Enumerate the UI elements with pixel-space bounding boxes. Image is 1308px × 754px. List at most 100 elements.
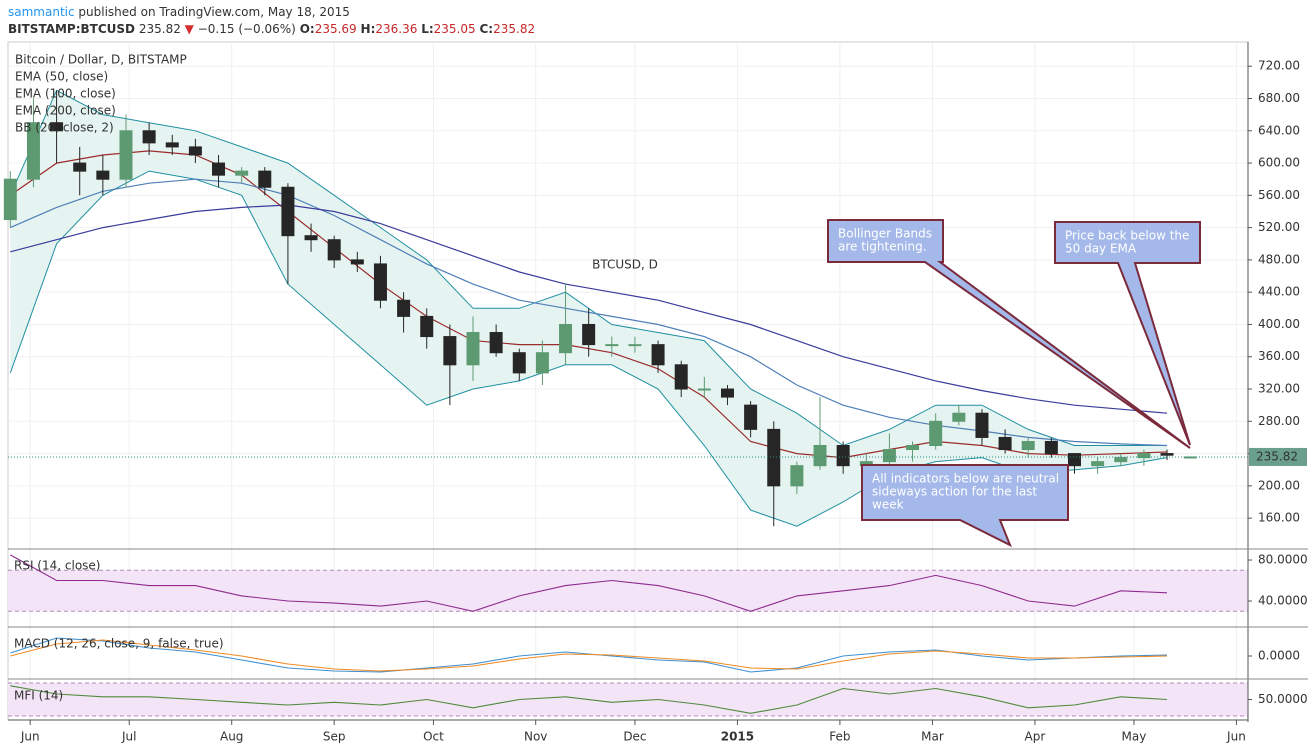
callout-text: sideways action for the last: [872, 485, 1037, 499]
candle-body: [628, 344, 642, 347]
last-price-tag: [1249, 447, 1307, 466]
indicator-title: MACD (12, 26, close, 9, false, true): [14, 637, 224, 651]
y-tick-label: 200.00: [1258, 478, 1300, 492]
indicator-line: [10, 554, 1168, 612]
header-line1: sammantic published on TradingView.com, …: [8, 5, 350, 19]
candle-body: [1044, 440, 1058, 455]
candle-body: [350, 259, 364, 265]
overlay-layer: sammantic published on TradingView.com, …: [8, 5, 1308, 744]
y-tick-label: 400.00: [1258, 317, 1300, 331]
x-tick-label: Jun: [1226, 730, 1246, 744]
indicator-band: [8, 683, 1248, 717]
candle-body: [1114, 457, 1128, 463]
symbol: BITSTAMP:BTCUSD: [8, 22, 135, 36]
indicator-band: [8, 570, 1248, 612]
main-layer: [3, 89, 1248, 714]
y-tick-label: 680.00: [1258, 91, 1300, 105]
callout-box: [861, 464, 1069, 548]
x-tick-label: 2015: [721, 730, 754, 744]
candle-body: [3, 178, 17, 221]
y-tick-label: 440.00: [1258, 285, 1300, 299]
author[interactable]: sammantic: [8, 5, 75, 19]
candle-body: [73, 162, 87, 172]
candle-body: [142, 130, 156, 144]
x-tick-label: Dec: [623, 730, 646, 744]
candle-body: [165, 142, 179, 148]
candle-body: [50, 122, 64, 132]
published: published on TradingView.com, May 18, 20…: [78, 5, 349, 19]
close-label: C:: [479, 22, 493, 36]
callout-box: [1054, 221, 1201, 446]
candle-body: [258, 170, 272, 188]
y-tick-label: 720.00: [1258, 59, 1300, 73]
candle-body: [26, 122, 40, 180]
x-tick-label: Apr: [1025, 730, 1046, 744]
legend-entry: BB (20, close, 2): [15, 121, 114, 135]
candle-body: [443, 336, 457, 366]
x-tick-label: Mar: [921, 730, 944, 744]
open-label: O:: [300, 22, 315, 36]
candle-body: [906, 445, 920, 451]
candle-body: [212, 162, 226, 176]
y-tick-label: 360.00: [1258, 349, 1300, 363]
y-tick-label: 520.00: [1258, 220, 1300, 234]
close-value: 235.82: [493, 22, 535, 36]
candle-body: [582, 323, 596, 346]
watermark: BTCUSD, D: [592, 258, 658, 272]
y-tick-label: 640.00: [1258, 123, 1300, 137]
callout-text: week: [872, 498, 904, 512]
candle-body: [952, 412, 966, 422]
y-tick-label: 600.00: [1258, 156, 1300, 170]
candle-body: [651, 344, 665, 366]
candle-body: [975, 412, 989, 438]
y-tick-label: 480.00: [1258, 252, 1300, 266]
callout-text: Bollinger Bands: [838, 227, 932, 241]
candle-body: [720, 388, 734, 398]
open-value: 235.69: [315, 22, 357, 36]
candle-body: [96, 170, 110, 180]
candle-body: [119, 130, 133, 180]
candle-body: [281, 186, 295, 237]
y-tick-label: 50.0000: [1258, 692, 1308, 706]
high-value: 236.36: [375, 22, 417, 36]
indicator-title: RSI (14, close): [14, 559, 100, 573]
candle-body: [420, 315, 434, 338]
ema-line: [10, 204, 1168, 414]
candle-body: [929, 420, 943, 447]
candle-body: [373, 263, 387, 301]
y-tick-label: 280.00: [1258, 414, 1300, 428]
legend-entry: EMA (100, close): [15, 87, 116, 101]
indicator-line: [10, 685, 1168, 714]
candle-body: [882, 449, 896, 463]
x-tick-label: Aug: [220, 730, 243, 744]
y-tick-label: 320.00: [1258, 382, 1300, 396]
x-tick-label: Feb: [829, 730, 850, 744]
callout-text: Price back below the: [1065, 229, 1189, 243]
candle-body: [327, 239, 341, 261]
indicator-title: MFI (14): [14, 689, 63, 703]
candle-body: [397, 299, 411, 317]
header-line2: BITSTAMP:BTCUSD 235.82 ▼ −0.15 (−0.06%) …: [8, 22, 535, 36]
x-tick-label: Oct: [423, 730, 444, 744]
y-tick-label: 40.0000: [1258, 594, 1308, 608]
candle-body: [605, 344, 619, 347]
candle-body: [1160, 453, 1174, 456]
candle-body: [790, 465, 804, 487]
candle-body: [1137, 453, 1151, 459]
candle-body: [1067, 453, 1081, 467]
y-tick-label: 0.0000: [1258, 649, 1300, 663]
candle-body: [466, 332, 480, 366]
candle-body: [489, 332, 503, 354]
candle-body: [559, 323, 573, 354]
y-tick-label: 560.00: [1258, 188, 1300, 202]
legend-entry: EMA (50, close): [15, 70, 108, 84]
legend-title: Bitcoin / Dollar, D, BITSTAMP: [15, 53, 187, 67]
candle-body: [304, 235, 318, 241]
change: −0.15 (−0.06%): [198, 22, 296, 36]
x-tick-label: Nov: [524, 730, 547, 744]
candle-body: [744, 404, 758, 430]
candle-body: [998, 436, 1012, 451]
candle-body: [1091, 461, 1105, 467]
candle-body: [535, 352, 549, 374]
last-price-label: 235.82: [1256, 449, 1298, 463]
